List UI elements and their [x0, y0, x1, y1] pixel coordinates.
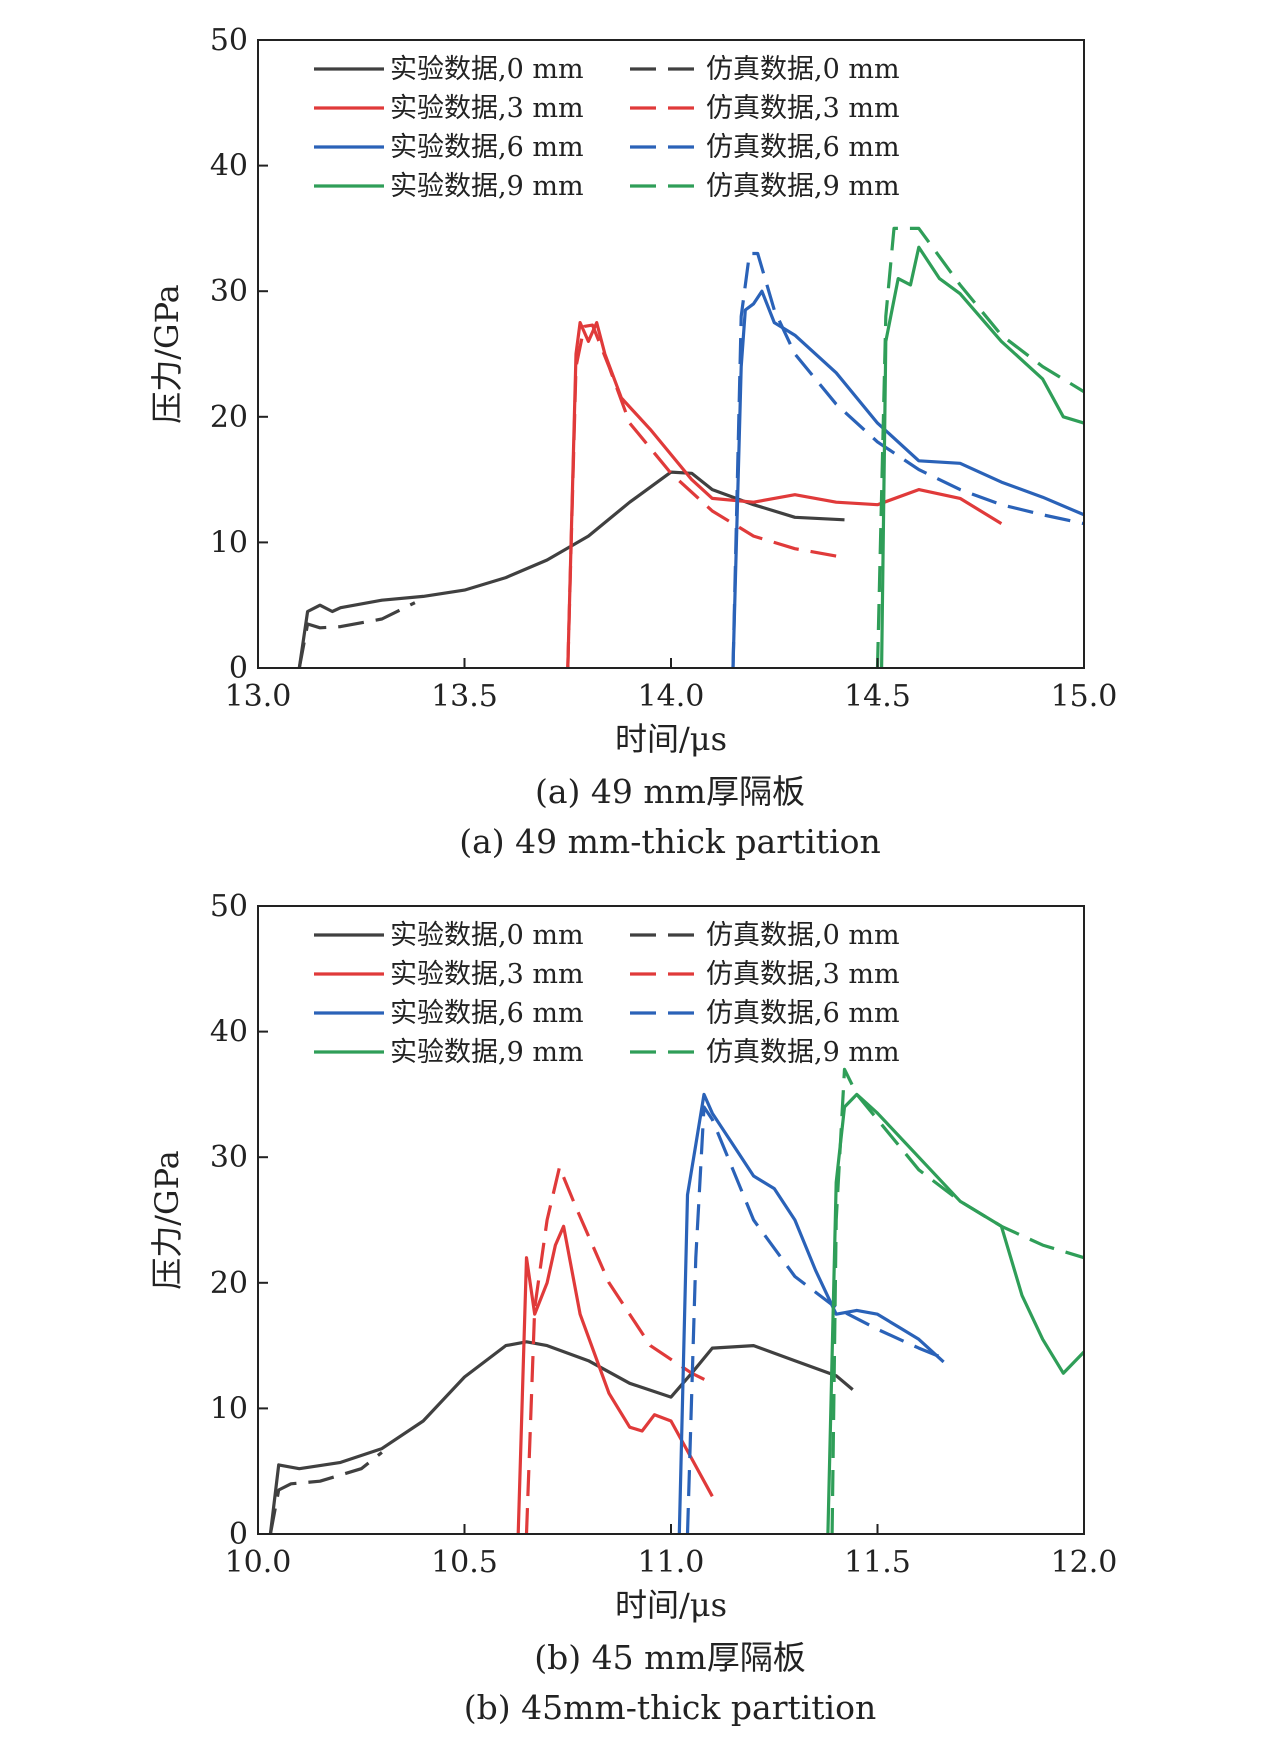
x-tick-label: 13.0	[225, 679, 292, 714]
series-line-exp-9mm	[880, 245, 1084, 668]
x-tick-label: 11.5	[844, 1545, 911, 1580]
plot-area-frame	[257, 39, 1085, 669]
x-axis-label: 时间/μs	[615, 1586, 727, 1624]
legend-label: 仿真数据,3 mm	[706, 959, 900, 990]
legend-label: 实验数据,6 mm	[390, 998, 584, 1029]
y-tick-label: 30	[210, 1140, 248, 1175]
caption-chinese: (b) 45 mm厚隔板	[534, 1638, 805, 1677]
y-axis-label: 压力/GPa	[148, 284, 186, 424]
y-tick-label: 10	[210, 1391, 248, 1426]
x-tick-label: 13.5	[431, 679, 498, 714]
legend-label: 仿真数据,0 mm	[706, 54, 900, 85]
series-line-sim-9mm	[875, 226, 1084, 668]
y-tick-label: 20	[210, 1266, 248, 1301]
legend-label: 实验数据,0 mm	[390, 54, 584, 85]
x-tick-label: 12.0	[1051, 1545, 1118, 1580]
y-tick-label: 50	[210, 889, 248, 924]
y-tick-label: 10	[210, 525, 248, 560]
chart-b: 10.0 10.5 11.0 11.5 12.0 0 10 20 30 40 50 实验数据,0 m…	[148, 889, 1117, 1727]
series-line-exp-6mm	[677, 1092, 945, 1534]
caption-english: (a) 49 mm-thick partition	[459, 822, 881, 861]
series-line-exp-9mm	[826, 1092, 1084, 1534]
series-line-sim-0mm	[268, 1451, 383, 1534]
y-tick-label: 40	[210, 1015, 248, 1050]
legend-label: 实验数据,9 mm	[390, 171, 584, 202]
y-tick-label: 0	[229, 1517, 248, 1552]
x-tick-label: 15.0	[1051, 679, 1118, 714]
series-line-sim-6mm	[731, 251, 1084, 668]
series-line-exp-0mm	[268, 1340, 854, 1534]
x-tick-label: 11.0	[638, 1545, 705, 1580]
x-tick-label: 10.0	[225, 1545, 292, 1580]
legend: 实验数据,0 mm 实验数据,3 mm 实验数据,6 mm 实验数据,9 mm 仿真数据…	[314, 920, 900, 1068]
y-tick-label: 50	[210, 23, 248, 58]
caption-chinese: (a) 49 mm厚隔板	[535, 772, 805, 811]
series-line-sim-0mm	[297, 601, 416, 668]
legend-label: 仿真数据,3 mm	[706, 93, 900, 124]
x-tick-label: 14.0	[638, 679, 705, 714]
caption-english: (b) 45mm-thick partition	[464, 1688, 876, 1727]
x-axis-label: 时间/μs	[615, 720, 727, 758]
legend-label: 实验数据,3 mm	[390, 959, 584, 990]
x-tick-label: 10.5	[431, 1545, 498, 1580]
y-tick-label: 20	[210, 400, 248, 435]
series-line-exp-6mm	[731, 289, 1084, 668]
legend-label: 仿真数据,6 mm	[706, 998, 900, 1029]
series-line-exp-0mm	[297, 470, 845, 668]
legend: 实验数据,0 mm 实验数据,3 mm 实验数据,6 mm 实验数据,9 mm 仿真数据…	[314, 54, 900, 202]
series-line-sim-3mm	[566, 323, 845, 668]
x-tick-label: 14.5	[844, 679, 911, 714]
legend-label: 实验数据,6 mm	[390, 132, 584, 163]
legend-label: 实验数据,0 mm	[390, 920, 584, 951]
legend-label: 仿真数据,6 mm	[706, 132, 900, 163]
series-line-exp-3mm	[566, 321, 1003, 668]
y-tick-label: 30	[210, 274, 248, 309]
series-line-sim-6mm	[685, 1105, 945, 1534]
series-line-sim-9mm	[830, 1067, 1084, 1534]
legend-label: 实验数据,3 mm	[390, 93, 584, 124]
legend-label: 实验数据,9 mm	[390, 1037, 584, 1068]
legend-label: 仿真数据,9 mm	[706, 171, 900, 202]
series-line-exp-3mm	[516, 1224, 714, 1534]
legend-label: 仿真数据,9 mm	[706, 1037, 900, 1068]
y-axis-label: 压力/GPa	[148, 1150, 186, 1290]
legend-label: 仿真数据,0 mm	[706, 920, 900, 951]
plot-area-frame	[257, 905, 1085, 1535]
chart-a: 13.0 13.5 14.0 14.5 15.0 0 10 20 30 40 50 实验数据,0 m…	[148, 23, 1117, 861]
y-tick-label: 0	[229, 651, 248, 686]
y-tick-label: 40	[210, 149, 248, 184]
